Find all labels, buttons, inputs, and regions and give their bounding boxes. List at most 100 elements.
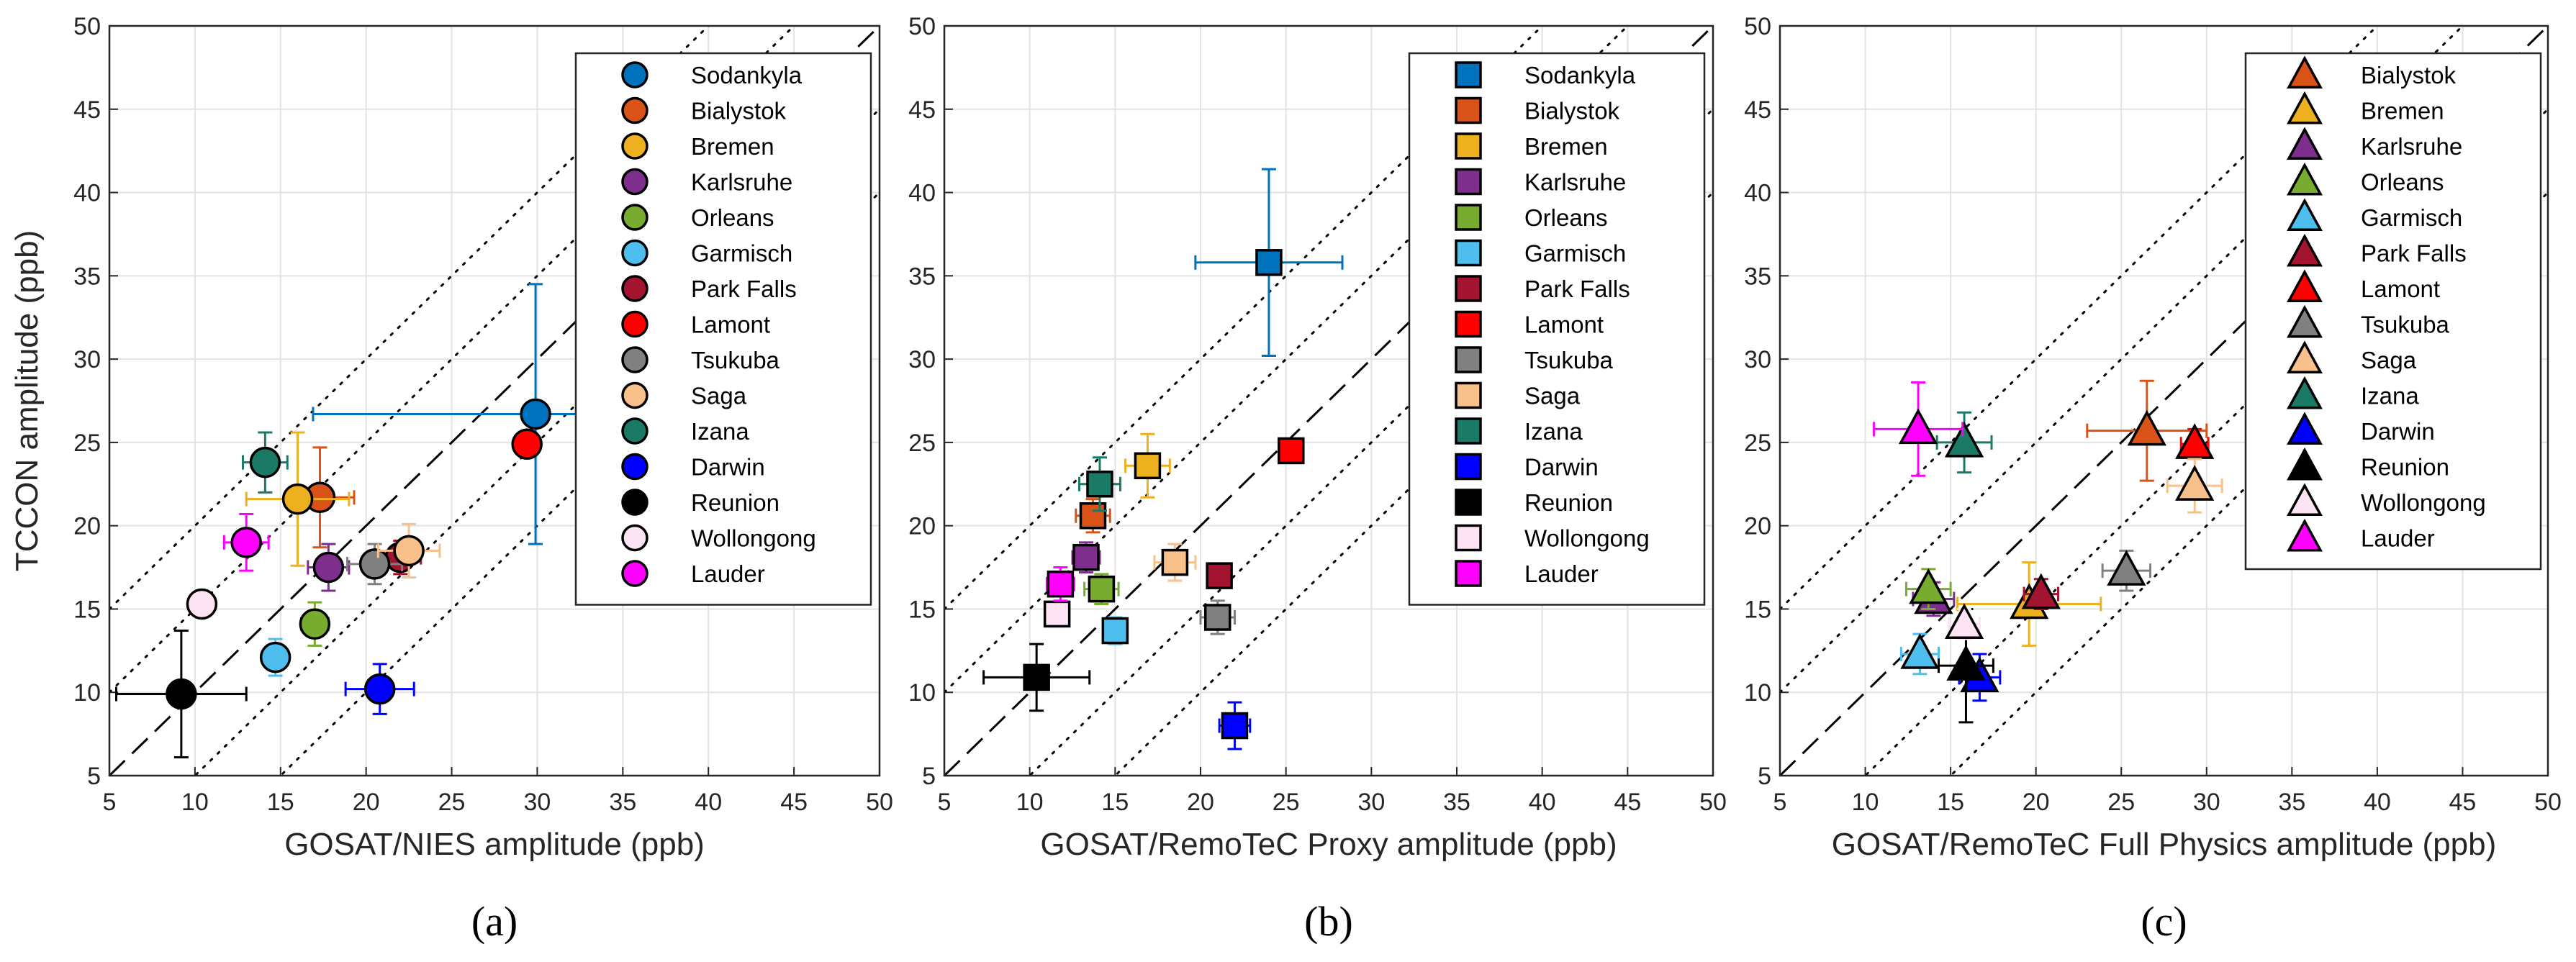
legend-marker-park-falls [2287,233,2323,267]
y-tick-label: 10 [1744,679,1771,707]
data-point-bialystok [1079,502,1107,530]
x-tick-label: 25 [438,789,466,816]
panel-c: 55 10 10 15 15 20 20 25 25 30 30 35 35 40 40 45 45 50 50 Bi… [1744,13,2562,945]
y-tick-label: 35 [73,263,101,290]
series-izana [1077,456,1121,512]
x-tick-label: 30 [2193,789,2220,816]
legend-label: Lamont [2361,276,2440,302]
offset-line [1780,26,2380,610]
data-point-garmisch [1101,617,1129,645]
legend-marker-lauder [621,560,648,587]
series-wollongong [186,588,218,620]
offset-line [944,26,1544,610]
series-lauder [1045,566,1075,602]
legend-label: Wollongong [691,525,816,552]
legend-label: Bremen [2361,98,2444,124]
legend-label: Wollongong [2361,489,2486,516]
legend-label: Bialystok [2361,62,2457,89]
legend-marker-darwin [621,453,648,481]
legend-label: Park Falls [691,276,797,302]
series-orleans [1904,568,1952,610]
series-wollongong [1043,600,1071,628]
legend-label: Karlsruhe [1524,169,1626,196]
y-tick-label: 5 [1758,763,1771,790]
legend-label: Reunion [1524,489,1613,516]
data-point-izana [249,446,281,478]
data-point-karlsruhe [1072,543,1100,571]
x-tick-label: 25 [2107,789,2135,816]
data-point-lamont [1278,437,1305,465]
series-lauder [1872,381,1964,477]
data-point-darwin [363,673,396,705]
legend-marker-bremen [2287,91,2323,124]
legend-marker-tsukuba [2287,304,2323,338]
data-point-orleans [299,608,331,640]
offset-line [944,26,1630,694]
legend-marker-garmisch [2287,198,2323,231]
series-saga [2166,458,2223,514]
legend-marker-wollongong [621,524,648,552]
x-tick-label: 25 [1273,789,1300,816]
x-tick-label: 50 [2534,789,2562,816]
x-tick-label: 45 [780,789,808,816]
data-point-reunion [1946,645,1986,681]
legend-label: Garmisch [2361,204,2462,231]
legend-label: Reunion [2361,454,2449,481]
x-tick-label: 50 [1699,789,1727,816]
panel-a: 55 10 10 15 15 20 20 25 25 30 30 35 35 40 40 45 45 50 50 So… [9,13,893,945]
data-point-darwin [1221,712,1249,740]
x-tick-label: 15 [267,789,294,816]
data-point-saga [393,535,425,567]
axes-box [1779,24,2549,777]
legend-marker-sodankyla [1455,61,1482,89]
y-tick-label: 40 [908,180,936,207]
y-tick-label: 15 [1744,596,1771,623]
legend-label: Lauder [691,561,765,587]
legend-label: Tsukuba [691,347,780,373]
x-axis-label: GOSAT/RemoTeC Proxy amplitude (ppb) [1040,827,1617,862]
y-tick-label: 25 [908,430,936,457]
data-point-lamont [2175,423,2215,459]
series-tsukuba [1199,599,1236,635]
legend-marker-sodankyla [621,61,648,89]
legend-label: Orleans [2361,169,2444,196]
y-tick-label: 40 [73,180,101,207]
legend-marker-orleans [2287,162,2323,196]
data-point-tsukuba [1203,604,1231,631]
y-tick-label: 35 [1744,263,1771,290]
data-point-tsukuba [358,548,391,580]
offset-line [1780,26,2464,694]
legend-label: Saga [1524,383,1581,409]
data-point-lauder [230,527,262,558]
axes-box [108,24,881,777]
y-tick-label: 15 [908,596,936,623]
series-karlsruhe [307,543,351,592]
data-point-sodankyla [1255,249,1283,276]
data-point-bialystok [2127,409,2166,446]
legend-label: Wollongong [1524,525,1650,552]
legend-label: Izana [691,418,749,445]
y-tick-label: 30 [908,346,936,373]
y-tick-label: 40 [1744,180,1771,207]
data-point-karlsruhe [312,551,345,584]
legend-marker-darwin [2287,412,2323,445]
panel-label: (c) [2141,898,2187,945]
legend-marker-reunion [1455,489,1482,516]
y-tick-label: 45 [908,96,936,124]
panel-label: (b) [1304,898,1353,945]
series-reunion [982,643,1091,712]
legend-label: Darwin [1524,454,1599,481]
series-sodankyla [1194,168,1344,357]
x-tick-label: 5 [103,789,117,816]
legend-label: Sodankyla [1524,62,1636,89]
legend-marker-bremen [1455,132,1482,160]
series-izana [1935,411,1993,474]
panel-b: 55 10 10 15 15 20 20 25 25 30 30 35 35 40 40 45 45 50 50 So… [908,13,1727,945]
series-karlsruhe [1071,541,1101,574]
x-tick-label: 45 [2449,789,2477,816]
data-point-reunion [1023,663,1050,691]
legend-label: Izana [2361,383,2419,409]
series-garmisch [259,637,292,677]
x-tick-label: 40 [695,789,722,816]
